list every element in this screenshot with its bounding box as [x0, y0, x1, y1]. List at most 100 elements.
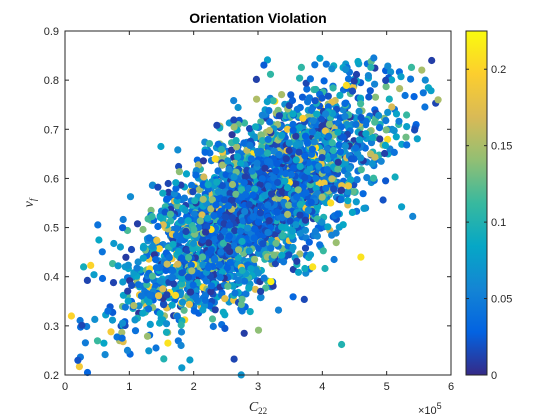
scatter-point — [296, 200, 304, 209]
scatter-point — [224, 202, 232, 210]
scatter-point — [334, 128, 342, 136]
scatter-point — [390, 148, 398, 156]
scatter-point — [339, 221, 347, 229]
scatter-point — [215, 261, 224, 269]
scatter-point — [292, 132, 300, 140]
scatter-point — [83, 276, 91, 284]
scatter-point — [156, 213, 164, 222]
scatter-point — [148, 212, 156, 221]
scatter-point — [266, 70, 275, 78]
scatter-point — [139, 244, 147, 252]
scatter-point — [152, 344, 160, 352]
scatter-point — [359, 190, 367, 198]
scatter-point — [216, 273, 224, 281]
scatter-point — [261, 164, 269, 172]
scatter-point — [260, 274, 268, 282]
scatter-point — [368, 133, 376, 141]
scatter-point — [199, 306, 207, 314]
scatter-point — [318, 218, 326, 226]
scatter-point — [247, 265, 255, 273]
scatter-point — [305, 238, 313, 246]
scatter-point — [168, 301, 176, 309]
scatter-point — [334, 165, 342, 173]
scatter-point — [201, 148, 209, 156]
scatter-point — [344, 188, 352, 196]
scatter-point — [299, 114, 307, 122]
scatter-point — [118, 334, 126, 342]
scatter-point — [382, 126, 390, 134]
scatter-point — [362, 117, 370, 125]
scatter-point — [392, 110, 401, 118]
scatter-point — [324, 155, 332, 163]
scatter-point — [264, 228, 272, 237]
scatter-point — [330, 185, 338, 193]
scatter-point — [208, 196, 216, 204]
scatter-point-highlight — [74, 356, 82, 364]
scatter-point — [342, 65, 350, 73]
scatter-point — [93, 337, 102, 345]
scatter-point — [258, 175, 266, 183]
scatter-point — [119, 319, 127, 327]
scatter-point — [249, 191, 257, 199]
scatter-point — [318, 193, 326, 201]
scatter-point — [224, 282, 232, 290]
scatter-point — [297, 63, 305, 71]
scatter-point — [329, 146, 337, 155]
scatter-point — [131, 316, 139, 324]
scatter-point — [371, 93, 380, 101]
scatter-point — [232, 190, 240, 198]
scatter-point — [308, 128, 316, 136]
scatter-point — [139, 225, 147, 234]
x-tick-label: 4 — [319, 381, 325, 393]
scatter-point — [152, 264, 160, 272]
y-tick-label: 0.9 — [44, 26, 59, 38]
scatter-point — [360, 204, 368, 212]
scatter-point — [160, 301, 168, 309]
scatter-point — [301, 173, 309, 182]
scatter-point — [284, 210, 292, 218]
scatter-point — [313, 132, 321, 140]
scatter-point — [177, 216, 185, 225]
scatter-point — [306, 251, 315, 259]
scatter-point — [309, 117, 317, 125]
scatter-point — [180, 194, 189, 202]
colorbar-tick-label: 0 — [491, 370, 497, 382]
scatter-point — [285, 139, 293, 147]
scatter-point — [159, 285, 167, 293]
scatter-point — [145, 347, 153, 355]
scatter-point — [337, 195, 345, 203]
x-axis-exponent-base: ×10 — [418, 405, 437, 417]
scatter-point-highlight — [370, 54, 378, 62]
scatter-point — [382, 177, 390, 185]
scatter-point — [164, 188, 172, 196]
scatter-point — [188, 181, 196, 189]
scatter-point — [344, 182, 352, 190]
scatter-point — [327, 199, 335, 207]
scatter-point — [219, 239, 227, 247]
scatter-point — [230, 173, 238, 181]
scatter-point — [139, 309, 147, 317]
x-tick-label: 1 — [126, 381, 132, 393]
scatter-point — [322, 110, 330, 118]
scatter-point — [396, 85, 404, 93]
scatter-point — [376, 135, 384, 143]
scatter-point — [342, 81, 350, 89]
scatter-point — [180, 306, 188, 314]
scatter-point — [355, 136, 364, 144]
colorbar-tick-label: 0.2 — [491, 64, 506, 76]
scatter-point — [356, 94, 365, 102]
scatter-point — [407, 63, 416, 71]
scatter-point — [318, 115, 326, 123]
scatter-point — [247, 155, 255, 163]
scatter-point — [384, 108, 392, 116]
scatter-point — [285, 201, 293, 209]
scatter-point — [334, 158, 342, 166]
scatter-point — [254, 326, 263, 334]
scatter-point — [304, 206, 312, 214]
scatter-point — [205, 140, 214, 148]
scatter-point — [108, 316, 117, 324]
scatter-point — [221, 295, 229, 303]
scatter-point — [264, 201, 272, 209]
scatter-point — [251, 123, 260, 131]
scatter-point — [189, 188, 197, 196]
